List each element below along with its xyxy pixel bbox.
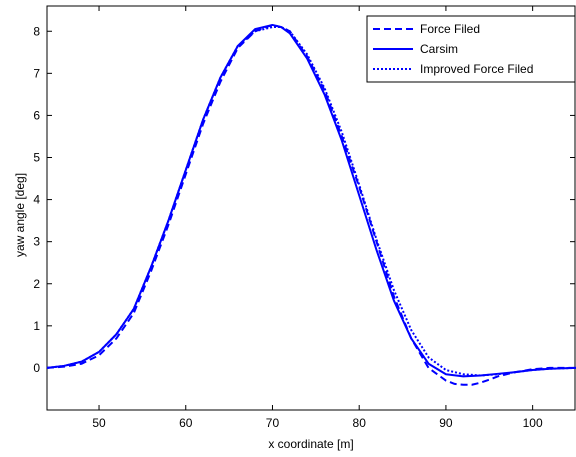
x-tick-label: 60 [179, 416, 193, 430]
y-tick-label: 5 [33, 151, 40, 165]
legend-label-2: Improved Force Filed [420, 62, 533, 76]
y-tick-label: 2 [33, 277, 40, 291]
x-tick-label: 70 [266, 416, 280, 430]
plot-frame [46, 5, 576, 411]
y-tick-label: 4 [33, 193, 40, 207]
y-tick-label: 7 [33, 66, 40, 80]
legend: Force Filed Carsim Improved Force Filed [366, 15, 576, 83]
y-tick-label: 0 [33, 361, 40, 375]
x-axis-label: x coordinate [m] [268, 437, 353, 451]
plot-area [46, 5, 576, 411]
legend-label-1: Carsim [420, 42, 458, 56]
y-axis-label: yaw angle [deg] [13, 173, 27, 257]
y-axis-ticks: 0 1 2 3 4 5 6 7 8 [33, 24, 575, 375]
x-tick-label: 50 [92, 416, 106, 430]
y-tick-label: 3 [33, 235, 40, 249]
x-tick-label: 100 [523, 416, 543, 430]
y-tick-label: 6 [33, 108, 40, 122]
x-axis-ticks: 50 60 70 80 90 100 [92, 6, 543, 430]
x-tick-label: 90 [439, 416, 453, 430]
series-line-1 [46, 23, 576, 378]
x-tick-label: 80 [353, 416, 367, 430]
y-tick-label: 1 [33, 319, 40, 333]
legend-label-0: Force Filed [420, 22, 480, 36]
series-layer [46, 23, 576, 386]
y-tick-label: 8 [33, 24, 40, 38]
